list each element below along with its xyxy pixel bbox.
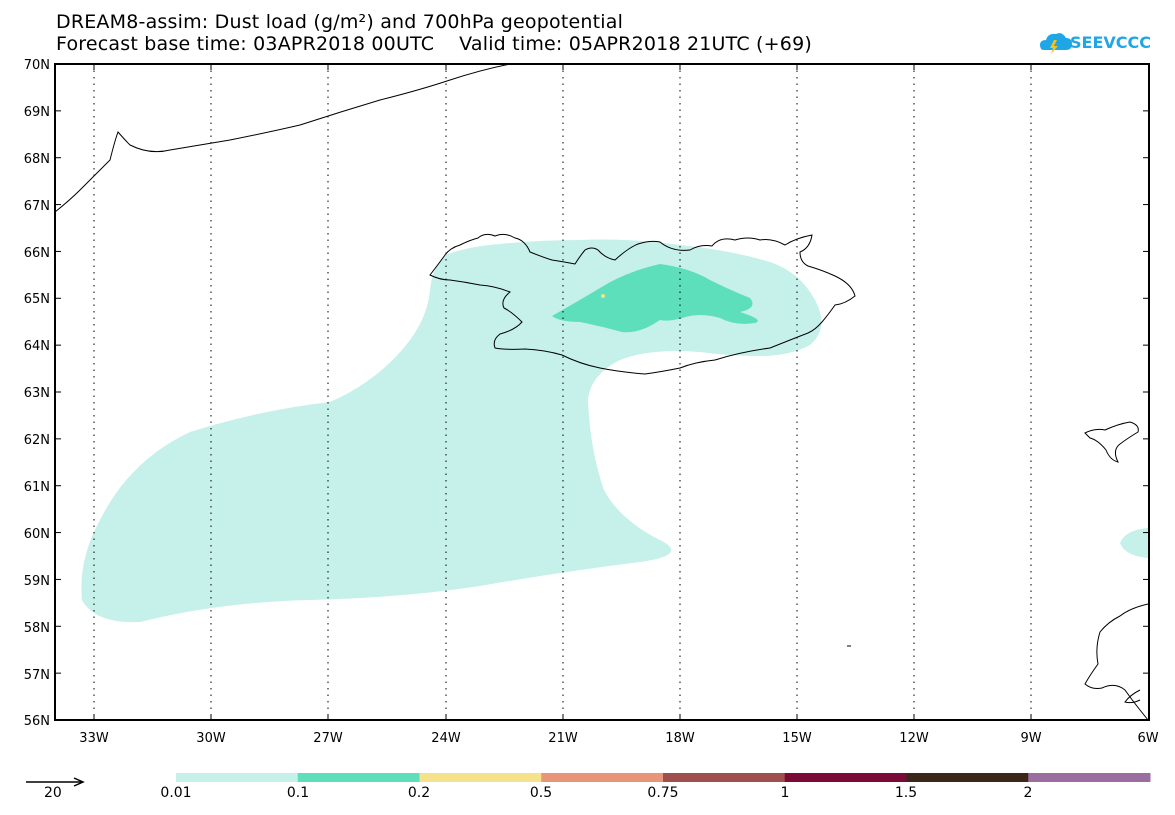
lon-label: 12W: [899, 731, 929, 746]
lon-label: 33W: [79, 731, 109, 746]
lat-label: 62N: [24, 433, 50, 448]
grid: [93, 64, 1032, 720]
seevccc-logo: [1040, 33, 1072, 54]
lat-label: 68N: [24, 152, 50, 167]
coastlines: [54, 63, 1149, 721]
latitude-labels: 70N 69N 68N 67N 66N 65N 64N 63N 62N 61N …: [24, 58, 50, 729]
lat-label: 69N: [24, 105, 50, 120]
legend-swatch: [906, 773, 1029, 782]
lat-label: 67N: [24, 199, 50, 214]
reference-vector-label: 20: [44, 785, 62, 801]
legend-level-label: 0.01: [160, 785, 192, 801]
dust-area-light-east: [1120, 528, 1148, 558]
legend-level-label: 0.5: [529, 785, 553, 801]
lat-label: 61N: [24, 480, 50, 495]
lat-label: 70N: [24, 58, 50, 73]
iceland-coast: [429, 233, 856, 375]
legend-level-label: 0.1: [286, 785, 310, 801]
faroe-coast: [1084, 421, 1139, 463]
legend-swatch: [784, 773, 907, 782]
lat-label: 63N: [24, 386, 50, 401]
logo-text: SEEVCCC: [1070, 33, 1151, 52]
lat-label: 58N: [24, 621, 50, 636]
dust-spot-yellow: [601, 294, 605, 298]
lon-label: 27W: [313, 731, 343, 746]
lat-label: 59N: [24, 574, 50, 589]
dust-area-light: [81, 239, 822, 623]
legend-swatch: [1028, 773, 1151, 782]
dust-area-medium: [552, 264, 758, 333]
plot-area: [55, 64, 1149, 720]
legend-color-bar: [176, 773, 1151, 782]
legend-swatch: [176, 773, 299, 782]
lon-label: 15W: [782, 731, 812, 746]
lat-label: 60N: [24, 527, 50, 542]
greenland-coast: [54, 63, 511, 213]
reference-vector-arrow: [26, 777, 85, 787]
lat-label: 57N: [24, 668, 50, 683]
lon-label: 6W: [1137, 731, 1158, 746]
lon-label: 9W: [1020, 731, 1041, 746]
lon-label: 30W: [196, 731, 226, 746]
legend-swatch: [419, 773, 542, 782]
lon-label: 18W: [665, 731, 695, 746]
longitude-labels: 33W 30W 27W 24W 21W 18W 15W 12W 9W 6W: [79, 731, 1158, 746]
legend-swatch: [541, 773, 664, 782]
scotland-coast: [1084, 603, 1149, 721]
legend-level-label: 1.5: [894, 785, 918, 801]
lat-label: 56N: [24, 714, 50, 729]
lat-label: 65N: [24, 292, 50, 307]
legend-level-label: 1: [780, 785, 790, 801]
legend-swatch: [297, 773, 420, 782]
lat-label: 64N: [24, 339, 50, 354]
map-subtitle-times: Forecast base time: 03APR2018 00UTC Vali…: [56, 33, 812, 55]
legend-level-label: 0.2: [407, 785, 431, 801]
lon-label: 21W: [548, 731, 578, 746]
legend-swatch: [663, 773, 786, 782]
lon-label: 24W: [431, 731, 461, 746]
legend-level-label: 2: [1023, 785, 1033, 801]
legend-level-label: 0.75: [647, 785, 679, 801]
map-title: DREAM8-assim: Dust load (g/m²) and 700hP…: [56, 11, 624, 33]
lat-label: 66N: [24, 246, 50, 261]
